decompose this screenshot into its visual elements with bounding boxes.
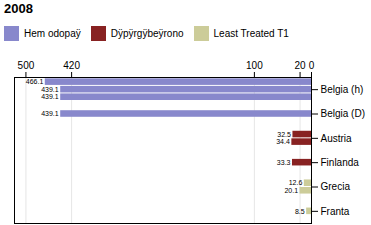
svg-text:32.5: 32.5 (277, 131, 291, 138)
svg-text:Franta: Franta (321, 206, 350, 217)
svg-text:33.3: 33.3 (277, 159, 291, 166)
svg-text:Austria: Austria (321, 133, 353, 144)
svg-text:20: 20 (295, 60, 307, 71)
html-text:Dÿpÿrgÿbeÿrono: Dÿpÿrgÿbeÿrono (110, 28, 184, 39)
svg-text:439.1: 439.1 (41, 86, 59, 93)
svg-text:439.1: 439.1 (41, 110, 59, 117)
html-text:Hem odopaÿ: Hem odopaÿ (24, 28, 81, 39)
svg-text:8.5: 8.5 (295, 208, 305, 215)
svg-text:Belgia (D): Belgia (D) (321, 108, 365, 119)
svg-text:Belgia (h): Belgia (h) (321, 84, 364, 95)
svg-text:34.4: 34.4 (276, 138, 290, 145)
svg-text:20.1: 20.1 (284, 187, 298, 194)
svg-text:500: 500 (18, 60, 35, 71)
svg-text:Finlanda: Finlanda (321, 157, 360, 168)
svg-text:100: 100 (246, 60, 263, 71)
html-text:2008: 2008 (4, 1, 33, 16)
svg-text:0: 0 (309, 60, 315, 71)
svg-text:420: 420 (63, 60, 80, 71)
svg-text:466.1: 466.1 (26, 78, 44, 85)
html-text:Least Treated T1: Least Treated T1 (213, 28, 289, 39)
svg-text:12.6: 12.6 (289, 179, 303, 186)
svg-text:439.1: 439.1 (41, 93, 59, 100)
svg-text:Grecia: Grecia (321, 181, 351, 192)
